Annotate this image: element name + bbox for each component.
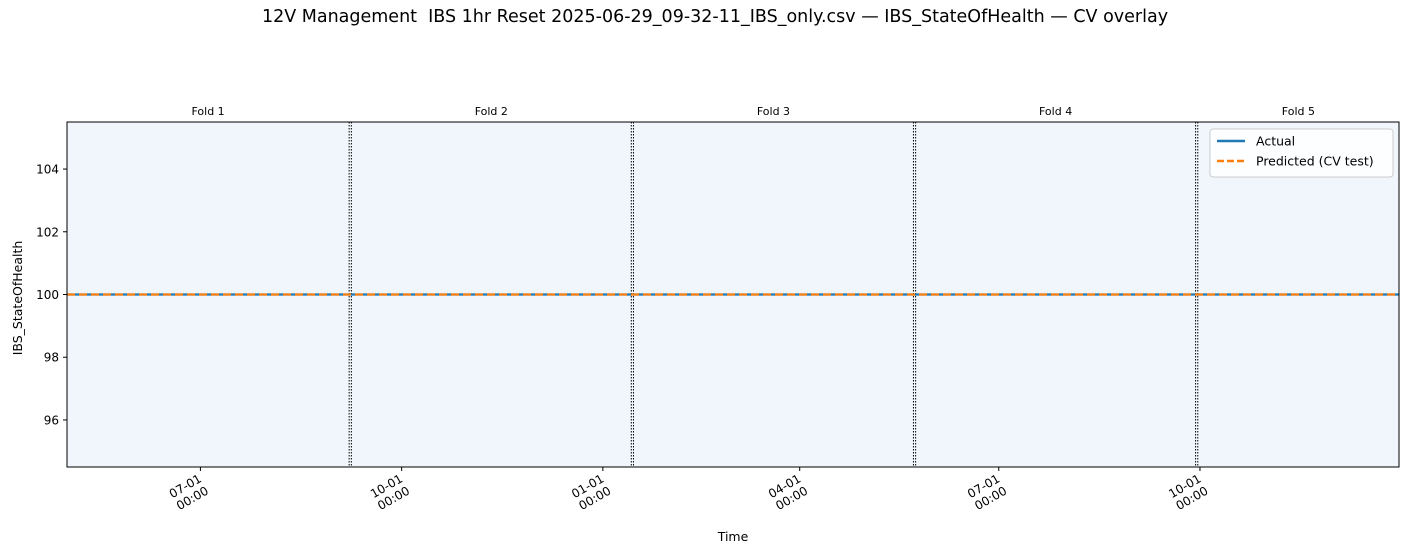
y-tick-label: 100	[36, 288, 59, 302]
y-tick-label: 102	[36, 225, 59, 239]
fold-label: Fold 1	[191, 105, 224, 118]
x-tick-label: 07-0100:00	[965, 471, 1009, 513]
legend-box	[1209, 128, 1394, 178]
y-tick-label: 96	[44, 413, 59, 427]
x-tick-label: 10-0100:00	[1166, 471, 1210, 513]
x-tick-label: 07-0100:00	[167, 471, 211, 513]
fold-label: Fold 2	[475, 105, 508, 118]
fold-label: Fold 4	[1039, 105, 1072, 118]
legend-label: Actual	[1256, 134, 1295, 149]
y-tick-label: 98	[44, 351, 59, 365]
x-tick-label: 04-0100:00	[766, 471, 810, 513]
x-tick-label: 10-0100:00	[368, 471, 412, 513]
y-axis-label: IBS_StateOfHealth	[10, 241, 25, 356]
fold-label: Fold 3	[757, 105, 790, 118]
x-tick-label: 01-0100:00	[569, 471, 613, 513]
fold-label: Fold 5	[1282, 105, 1315, 118]
y-tick-label: 104	[36, 163, 59, 177]
legend-label: Predicted (CV test)	[1256, 154, 1374, 169]
x-axis-label: Time	[717, 529, 749, 544]
chart-title: 12V Management IBS 1hr Reset 2025-06-29_…	[261, 7, 1169, 27]
